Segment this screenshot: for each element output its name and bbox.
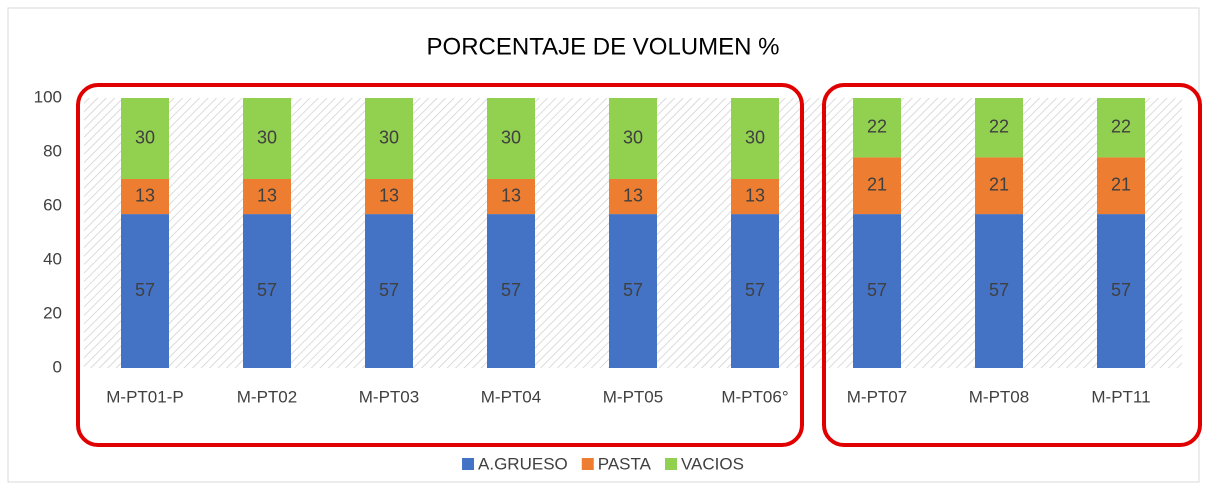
marks: 0 20 40 60 80 100 M-PT01-P 57 13 30 M-PT02 57 13 30 M-… <box>34 87 1151 473</box>
bar-segment <box>487 98 535 179</box>
bar-segment <box>243 98 291 179</box>
data-label: 13 <box>745 185 765 205</box>
legend-swatch <box>462 458 475 470</box>
bar-segment <box>365 179 413 215</box>
bar-segment <box>853 214 901 368</box>
data-label: 13 <box>501 185 521 205</box>
highlight-box <box>822 83 1202 447</box>
x-tick-label: M-PT08 <box>969 387 1029 406</box>
bar-segment <box>1097 214 1145 368</box>
bar-segment <box>487 214 535 368</box>
data-label: 21 <box>867 175 887 195</box>
data-label: 30 <box>135 127 155 147</box>
bar-segment <box>975 98 1023 158</box>
x-tick-label: M-PT02 <box>237 387 297 406</box>
x-tick-label: M-PT04 <box>481 387 541 406</box>
bar-segment <box>365 214 413 368</box>
data-label: 57 <box>135 280 155 300</box>
bar-segment <box>975 157 1023 215</box>
data-label: 22 <box>867 116 887 136</box>
bar-segment <box>853 157 901 215</box>
bar-segment <box>243 179 291 215</box>
x-tick-label: M-PT07 <box>847 387 907 406</box>
y-tick-label: 40 <box>43 249 62 268</box>
y-tick-label: 60 <box>43 195 62 214</box>
y-tick-label: 0 <box>53 357 62 376</box>
bar-segment <box>731 98 779 179</box>
bar-segment <box>609 179 657 215</box>
bar-segment <box>731 214 779 368</box>
bar-segment <box>487 179 535 215</box>
data-label: 30 <box>379 127 399 147</box>
y-tick-label: 100 <box>34 87 62 106</box>
bar-segment <box>243 214 291 368</box>
legend-label: PASTA <box>598 454 652 473</box>
x-tick-label: M-PT01-P <box>106 387 183 406</box>
data-label: 57 <box>257 280 277 300</box>
data-label: 21 <box>1111 175 1131 195</box>
data-label: 30 <box>257 127 277 147</box>
data-label: 57 <box>379 280 399 300</box>
bar-segment <box>365 98 413 179</box>
bar-segment <box>853 98 901 158</box>
data-label: 57 <box>623 280 643 300</box>
chart-title: PORCENTAJE DE VOLUMEN % <box>427 33 780 60</box>
data-label: 13 <box>257 185 277 205</box>
data-label: 22 <box>1111 116 1131 136</box>
data-label: 30 <box>745 127 765 147</box>
data-label: 57 <box>501 280 521 300</box>
bar-segment <box>1097 157 1145 215</box>
data-label: 30 <box>623 127 643 147</box>
bar-segment <box>609 98 657 179</box>
highlight-box <box>76 83 804 447</box>
y-tick-label: 20 <box>43 303 62 322</box>
bar-segment <box>975 214 1023 368</box>
data-label: 21 <box>989 175 1009 195</box>
data-label: 30 <box>501 127 521 147</box>
legend-swatch <box>581 458 594 470</box>
legend-label: A.GRUESO <box>478 454 568 473</box>
data-label: 57 <box>867 280 887 300</box>
legend-label: VACIOS <box>681 454 744 473</box>
bar-segment <box>1097 98 1145 158</box>
x-tick-label: M-PT05 <box>603 387 663 406</box>
x-tick-label: M-PT06° <box>721 387 788 406</box>
data-label: 57 <box>1111 280 1131 300</box>
data-label: 57 <box>745 280 765 300</box>
bar-segment <box>731 179 779 215</box>
y-tick-label: 80 <box>43 141 62 160</box>
x-tick-label: M-PT11 <box>1091 387 1150 406</box>
legend-swatch <box>664 458 677 470</box>
data-label: 13 <box>379 185 399 205</box>
data-label: 57 <box>989 280 1009 300</box>
bar-segment <box>609 214 657 368</box>
bar-segment <box>121 214 169 368</box>
x-tick-label: M-PT03 <box>359 387 419 406</box>
data-label: 22 <box>989 116 1009 136</box>
bar-segment <box>121 179 169 215</box>
bar-segment <box>121 98 169 179</box>
data-label: 13 <box>623 185 643 205</box>
data-label: 13 <box>135 185 155 205</box>
